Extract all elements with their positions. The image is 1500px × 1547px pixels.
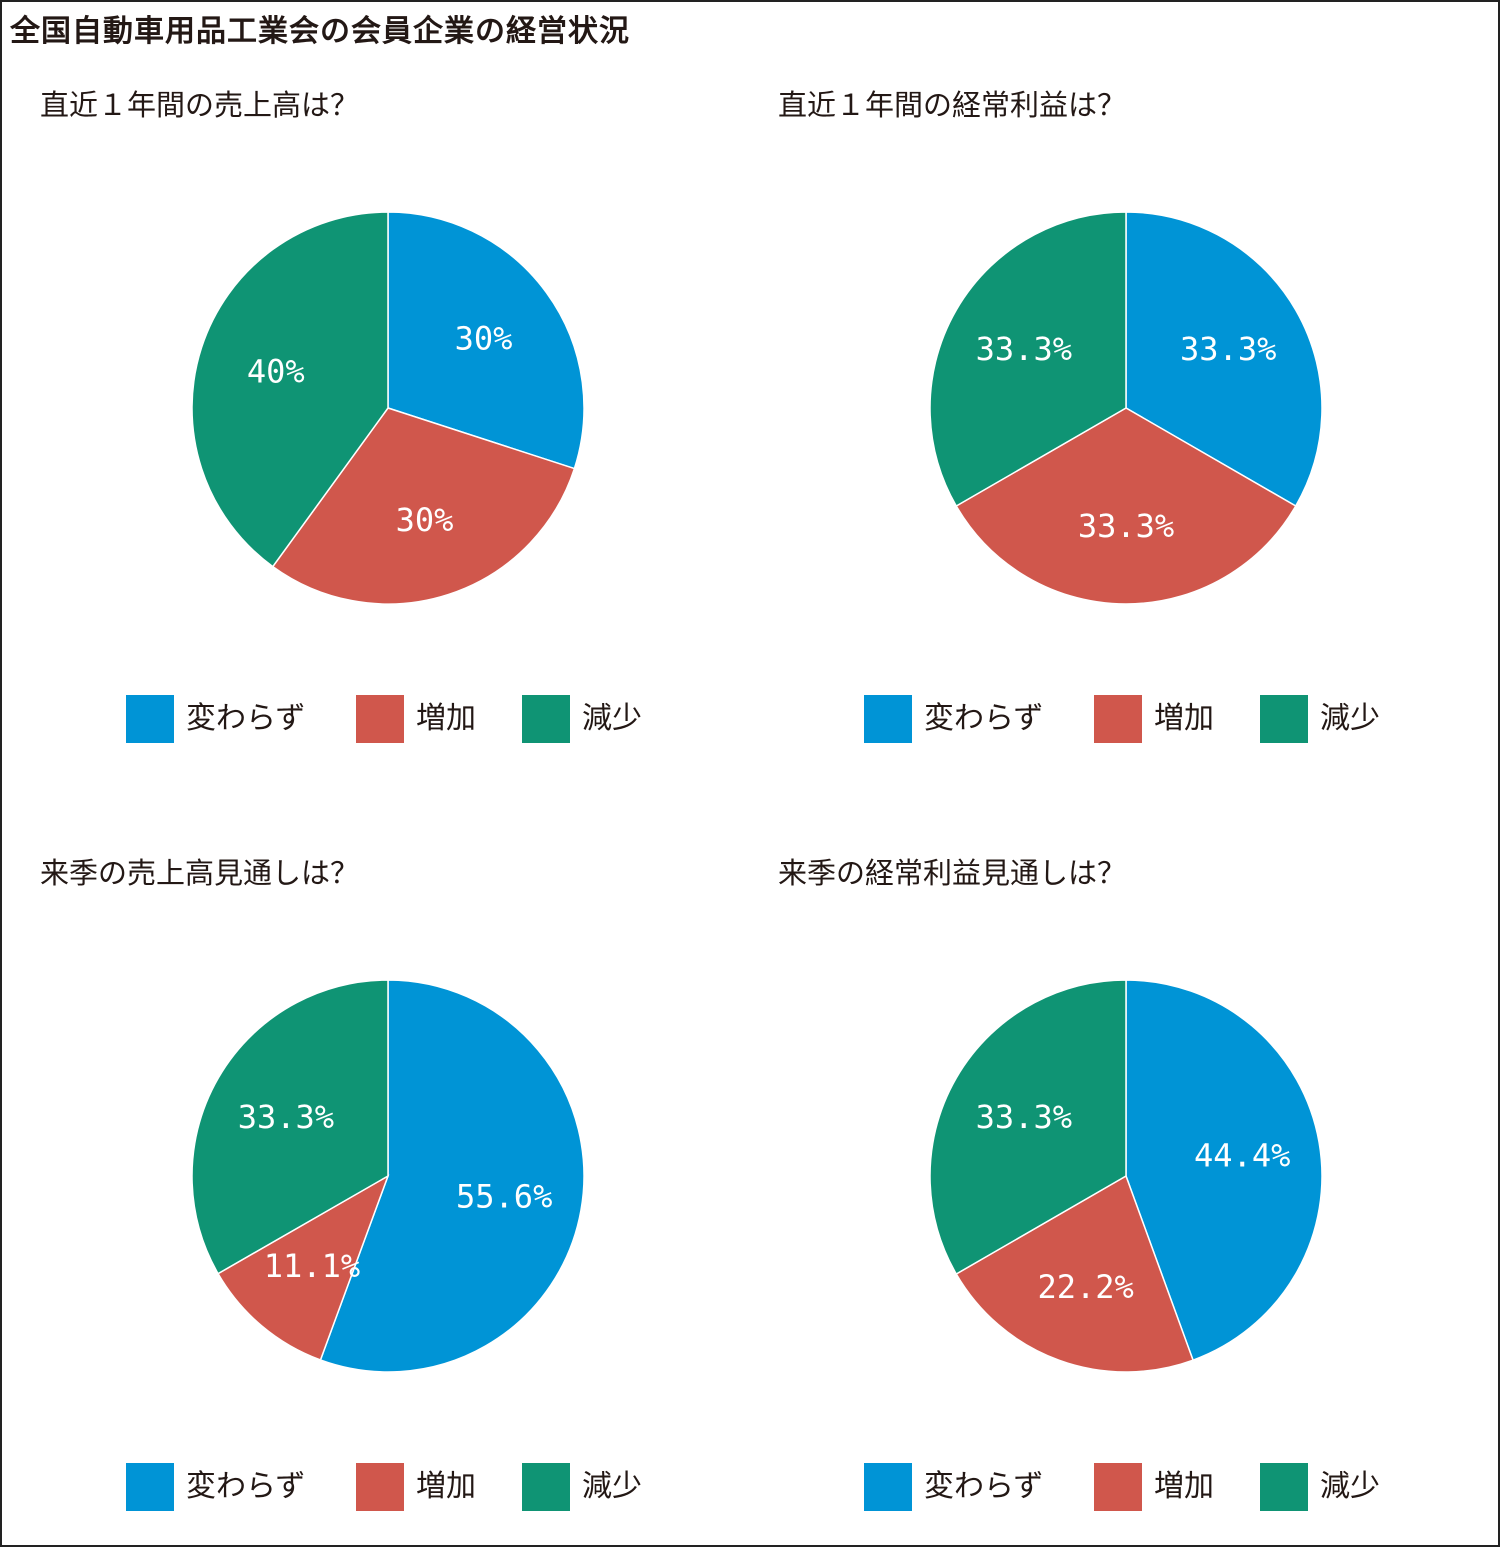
data-label: 55.6% bbox=[456, 1178, 552, 1216]
legend: 変わらず 増加 減少 bbox=[740, 695, 1480, 745]
legend-swatch bbox=[356, 1463, 404, 1511]
data-label: 40% bbox=[247, 353, 305, 391]
pie-chart: 33.3% 33.3% 33.3% bbox=[929, 211, 1323, 605]
legend: 変わらず 増加 減少 bbox=[740, 1463, 1480, 1513]
pie-chart: 55.6% 11.1% 33.3% bbox=[191, 979, 585, 1373]
data-label: 33.3% bbox=[238, 1098, 334, 1136]
pie-slice-increase bbox=[955, 407, 1297, 605]
legend-swatch bbox=[522, 1463, 570, 1511]
legend-swatch bbox=[126, 695, 174, 743]
pie-slice-increase bbox=[217, 1174, 390, 1361]
legend-label: 増加 bbox=[416, 1469, 476, 1504]
pie-slice-unchanged bbox=[1125, 979, 1323, 1362]
legend-label: 減少 bbox=[1320, 701, 1380, 736]
data-label: 22.2% bbox=[1037, 1268, 1133, 1306]
pie-slice-increase bbox=[955, 1174, 1194, 1373]
pie-slice-decrease bbox=[191, 211, 389, 568]
legend-swatch bbox=[1260, 695, 1308, 743]
pie-slice-unchanged bbox=[387, 211, 585, 470]
chart-panel-3: 来季の売上高見通しは？ 55.6% 11.1% 33.3% 変わらず 増加 減少 bbox=[2, 770, 742, 1530]
legend-swatch bbox=[522, 695, 570, 743]
pie-slice-decrease bbox=[929, 979, 1127, 1276]
pie-slice-unchanged bbox=[319, 979, 585, 1373]
data-label: 30% bbox=[396, 501, 454, 539]
data-label: 11.1% bbox=[264, 1247, 360, 1285]
legend-label: 減少 bbox=[582, 701, 642, 736]
legend-swatch bbox=[126, 1463, 174, 1511]
legend-label: 増加 bbox=[416, 701, 476, 736]
legend-label: 変わらず bbox=[924, 701, 1044, 736]
data-label: 33.3% bbox=[976, 330, 1072, 368]
data-label: 30% bbox=[455, 320, 513, 358]
data-label: 33.3% bbox=[1078, 507, 1174, 545]
chart-panel-4: 来季の経常利益見通しは？ 44.4% 22.2% 33.3% 変わらず 増加 減少 bbox=[740, 770, 1480, 1530]
data-label: 44.4% bbox=[1194, 1137, 1290, 1175]
pie-slice-unchanged bbox=[1125, 211, 1323, 508]
legend-label: 増加 bbox=[1154, 1469, 1214, 1504]
pie-slice-increase bbox=[271, 407, 576, 605]
legend-swatch bbox=[1094, 1463, 1142, 1511]
legend-label: 増加 bbox=[1154, 701, 1214, 736]
pie-slice-decrease bbox=[929, 211, 1127, 508]
chart-panel-1: 直近１年間の売上高は？ 30% 30% 40% 変わらず 増加 減少 bbox=[2, 2, 742, 762]
legend-label: 減少 bbox=[582, 1469, 642, 1504]
pie-chart: 44.4% 22.2% 33.3% bbox=[929, 979, 1323, 1373]
legend-label: 変わらず bbox=[186, 701, 306, 736]
data-label: 33.3% bbox=[976, 1098, 1072, 1136]
legend-swatch bbox=[864, 695, 912, 743]
chart-title: 直近１年間の売上高は？ bbox=[40, 88, 360, 122]
legend-swatch bbox=[1260, 1463, 1308, 1511]
legend-label: 減少 bbox=[1320, 1469, 1380, 1504]
figure-title: 全国自動車用品工業会の会員企業の経営状況 bbox=[10, 14, 630, 49]
chart-panel-2: 直近１年間の経常利益は？ 33.3% 33.3% 33.3% 変わらず 増加 減少 bbox=[740, 2, 1480, 762]
chart-title: 直近１年間の経常利益は？ bbox=[778, 88, 1127, 122]
legend-swatch bbox=[1094, 695, 1142, 743]
legend-swatch bbox=[864, 1463, 912, 1511]
chart-title: 来季の経常利益見通しは？ bbox=[778, 856, 1127, 890]
pie-chart: 30% 30% 40% bbox=[191, 211, 585, 605]
pie-slice-decrease bbox=[191, 979, 389, 1275]
legend: 変わらず 増加 減少 bbox=[2, 1463, 742, 1513]
legend-label: 変わらず bbox=[924, 1469, 1044, 1504]
chart-title: 来季の売上高見通しは？ bbox=[40, 856, 360, 890]
legend-label: 変わらず bbox=[186, 1469, 306, 1504]
legend: 変わらず 増加 減少 bbox=[2, 695, 742, 745]
legend-swatch bbox=[356, 695, 404, 743]
data-label: 33.3% bbox=[1180, 330, 1276, 368]
